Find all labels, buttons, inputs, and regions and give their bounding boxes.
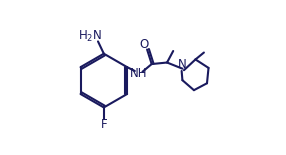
Text: N: N [178,58,187,71]
Text: NH: NH [130,67,147,80]
Text: H$_2$N: H$_2$N [78,29,102,44]
Text: O: O [139,38,149,51]
Text: F: F [100,118,107,131]
